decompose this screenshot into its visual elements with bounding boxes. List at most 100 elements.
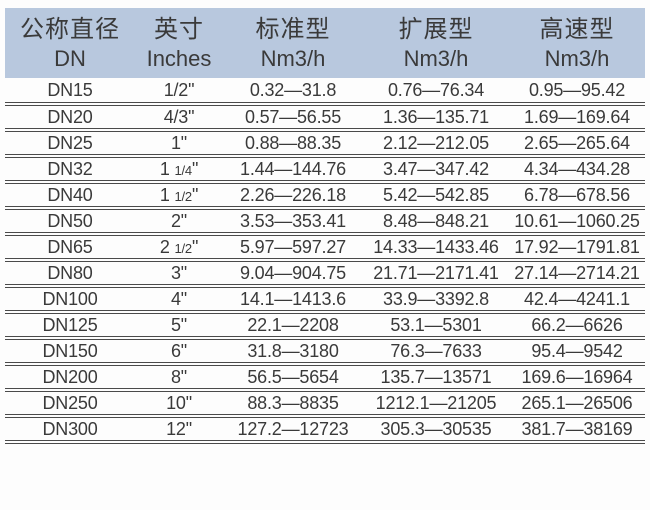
cell-highspeed-range: 95.4—9542 bbox=[509, 338, 645, 366]
cell-standard-range: 3.53—353.41 bbox=[223, 208, 363, 236]
cell-inches: 2 1/2" bbox=[135, 234, 223, 262]
cell-dn: DN50 bbox=[5, 208, 135, 236]
cell-standard-range: 5.97—597.27 bbox=[223, 234, 363, 262]
cell-inches: 4" bbox=[135, 286, 223, 314]
cell-standard-range: 0.32—31.8 bbox=[223, 78, 363, 106]
table-row: DN100 4" 14.1—1413.6 33.9—3392.8 42.4—42… bbox=[5, 286, 645, 314]
cell-highspeed-range: 10.61—1060.25 bbox=[509, 208, 645, 236]
cell-inches: 3" bbox=[135, 260, 223, 288]
cell-highspeed-range: 265.1—26506 bbox=[509, 390, 645, 418]
header-inches-sub: Inches bbox=[146, 46, 212, 71]
header-standard-type: 标准型 Nm3/h bbox=[223, 8, 363, 78]
cell-standard-range: 56.5—5654 bbox=[223, 364, 363, 392]
cell-inches: 1 1/2" bbox=[135, 182, 223, 210]
header-extended-type-sub: Nm3/h bbox=[403, 46, 469, 71]
cell-highspeed-range: 66.2—6626 bbox=[509, 312, 645, 340]
cell-extended-range: 135.7—13571 bbox=[363, 364, 509, 392]
table-row: DN32 1 1/4" 1.44—144.76 3.47—347.42 4.34… bbox=[5, 156, 645, 184]
cell-extended-range: 1212.1—21205 bbox=[363, 390, 509, 418]
header-nominal-diameter-sub: DN bbox=[54, 46, 86, 71]
table-row: DN250 10" 88.3—8835 1212.1—21205 265.1—2… bbox=[5, 390, 645, 418]
cell-extended-range: 53.1—5301 bbox=[363, 312, 509, 340]
cell-standard-range: 9.04—904.75 bbox=[223, 260, 363, 288]
cell-dn: DN40 bbox=[5, 182, 135, 210]
cell-dn: DN15 bbox=[5, 78, 135, 106]
cell-highspeed-range: 0.95—95.42 bbox=[509, 78, 645, 106]
header-standard-type-zh: 标准型 bbox=[255, 16, 331, 43]
cell-inches: 1 1/4" bbox=[135, 156, 223, 184]
cell-dn: DN250 bbox=[5, 390, 135, 418]
cell-standard-range: 2.26—226.18 bbox=[223, 182, 363, 210]
table-row: DN15 1/2" 0.32—31.8 0.76—76.34 0.95—95.4… bbox=[5, 78, 645, 106]
cell-extended-range: 1.36—135.71 bbox=[363, 104, 509, 132]
cell-standard-range: 0.57—56.55 bbox=[223, 104, 363, 132]
flow-spec-table-wrap: 公称直径 DN 英寸 Inches 标准型 Nm3/h 扩展型 Nm3/h 高速… bbox=[5, 8, 645, 444]
cell-highspeed-range: 1.69—169.64 bbox=[509, 104, 645, 132]
cell-highspeed-range: 6.78—678.56 bbox=[509, 182, 645, 210]
table-row: DN65 2 1/2" 5.97—597.27 14.33—1433.46 17… bbox=[5, 234, 645, 262]
cell-standard-range: 127.2—12723 bbox=[223, 416, 363, 444]
cell-highspeed-range: 27.14—2714.21 bbox=[509, 260, 645, 288]
cell-standard-range: 1.44—144.76 bbox=[223, 156, 363, 184]
cell-standard-range: 31.8—3180 bbox=[223, 338, 363, 366]
cell-dn: DN150 bbox=[5, 338, 135, 366]
cell-inches: 1/2" bbox=[135, 78, 223, 106]
cell-dn: DN100 bbox=[5, 286, 135, 314]
table-row: DN80 3" 9.04—904.75 21.71—2171.41 27.14—… bbox=[5, 260, 645, 288]
table-row: DN300 12" 127.2—12723 305.3—30535 381.7—… bbox=[5, 416, 645, 444]
table-body: DN15 1/2" 0.32—31.8 0.76—76.34 0.95—95.4… bbox=[5, 78, 645, 444]
cell-inches: 8" bbox=[135, 364, 223, 392]
table-header: 公称直径 DN 英寸 Inches 标准型 Nm3/h 扩展型 Nm3/h 高速… bbox=[5, 8, 645, 78]
header-standard-type-sub: Nm3/h bbox=[260, 46, 326, 71]
table-row: DN125 5" 22.1—2208 53.1—5301 66.2—6626 bbox=[5, 312, 645, 340]
header-nominal-diameter: 公称直径 DN bbox=[5, 8, 135, 78]
cell-highspeed-range: 2.65—265.64 bbox=[509, 130, 645, 158]
cell-dn: DN300 bbox=[5, 416, 135, 444]
cell-extended-range: 14.33—1433.46 bbox=[363, 234, 509, 262]
cell-standard-range: 22.1—2208 bbox=[223, 312, 363, 340]
cell-standard-range: 0.88—88.35 bbox=[223, 130, 363, 158]
cell-highspeed-range: 42.4—4241.1 bbox=[509, 286, 645, 314]
header-highspeed-type: 高速型 Nm3/h bbox=[509, 8, 645, 78]
header-inches: 英寸 Inches bbox=[135, 8, 223, 78]
table-row: DN50 2" 3.53—353.41 8.48—848.21 10.61—10… bbox=[5, 208, 645, 236]
cell-inches: 5" bbox=[135, 312, 223, 340]
table-row: DN200 8" 56.5—5654 135.7—13571 169.6—169… bbox=[5, 364, 645, 392]
cell-inches: 12" bbox=[135, 416, 223, 444]
cell-highspeed-range: 4.34—434.28 bbox=[509, 156, 645, 184]
cell-dn: DN125 bbox=[5, 312, 135, 340]
cell-dn: DN32 bbox=[5, 156, 135, 184]
cell-extended-range: 33.9—3392.8 bbox=[363, 286, 509, 314]
table-row: DN25 1" 0.88—88.35 2.12—212.05 2.65—265.… bbox=[5, 130, 645, 158]
table-row: DN150 6" 31.8—3180 76.3—7633 95.4—9542 bbox=[5, 338, 645, 366]
cell-dn: DN20 bbox=[5, 104, 135, 132]
cell-inches: 6" bbox=[135, 338, 223, 366]
header-highspeed-type-sub: Nm3/h bbox=[544, 46, 610, 71]
cell-extended-range: 3.47—347.42 bbox=[363, 156, 509, 184]
cell-extended-range: 21.71—2171.41 bbox=[363, 260, 509, 288]
header-nominal-diameter-zh: 公称直径 bbox=[20, 16, 120, 43]
table-row: DN20 4/3" 0.57—56.55 1.36—135.71 1.69—16… bbox=[5, 104, 645, 132]
cell-extended-range: 305.3—30535 bbox=[363, 416, 509, 444]
cell-dn: DN200 bbox=[5, 364, 135, 392]
cell-extended-range: 5.42—542.85 bbox=[363, 182, 509, 210]
cell-extended-range: 0.76—76.34 bbox=[363, 78, 509, 106]
header-row: 公称直径 DN 英寸 Inches 标准型 Nm3/h 扩展型 Nm3/h 高速… bbox=[5, 8, 645, 78]
cell-standard-range: 14.1—1413.6 bbox=[223, 286, 363, 314]
cell-dn: DN65 bbox=[5, 234, 135, 262]
cell-inches: 4/3" bbox=[135, 104, 223, 132]
header-extended-type: 扩展型 Nm3/h bbox=[363, 8, 509, 78]
cell-highspeed-range: 381.7—38169 bbox=[509, 416, 645, 444]
cell-standard-range: 88.3—8835 bbox=[223, 390, 363, 418]
cell-extended-range: 8.48—848.21 bbox=[363, 208, 509, 236]
flow-spec-table: 公称直径 DN 英寸 Inches 标准型 Nm3/h 扩展型 Nm3/h 高速… bbox=[5, 8, 645, 444]
header-extended-type-zh: 扩展型 bbox=[398, 16, 474, 43]
cell-extended-range: 76.3—7633 bbox=[363, 338, 509, 366]
cell-dn: DN25 bbox=[5, 130, 135, 158]
cell-inches: 2" bbox=[135, 208, 223, 236]
cell-extended-range: 2.12—212.05 bbox=[363, 130, 509, 158]
header-inches-zh: 英寸 bbox=[154, 16, 204, 43]
cell-highspeed-range: 169.6—16964 bbox=[509, 364, 645, 392]
cell-highspeed-range: 17.92—1791.81 bbox=[509, 234, 645, 262]
cell-inches: 10" bbox=[135, 390, 223, 418]
